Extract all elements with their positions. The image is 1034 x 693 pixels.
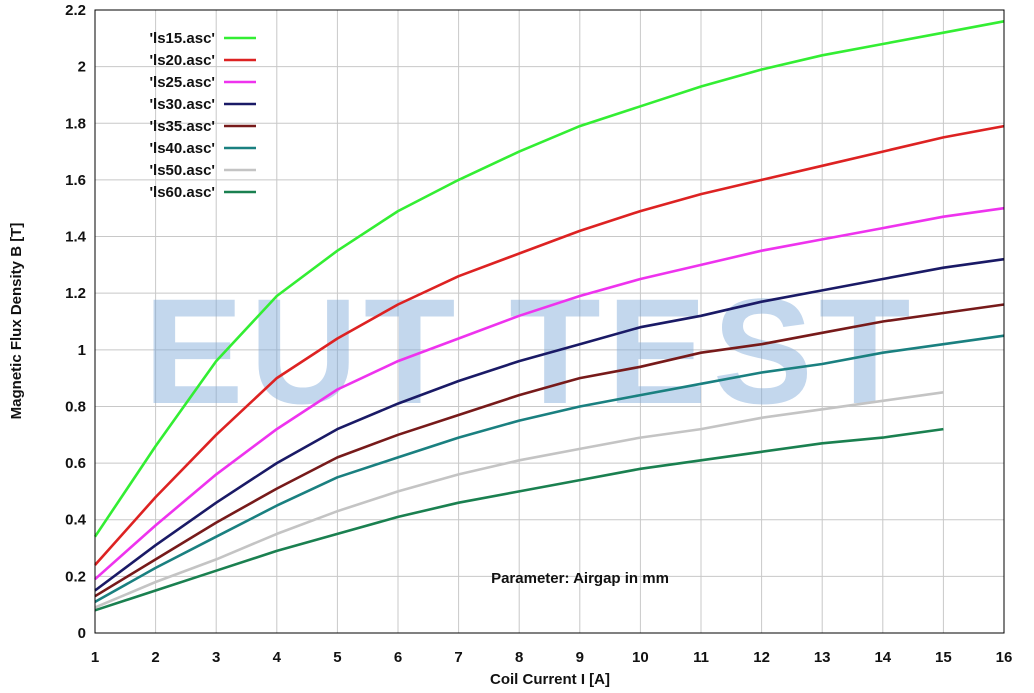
legend-label: 'ls25.asc' <box>149 74 215 91</box>
series-line-3 <box>94 257 1005 592</box>
x-tick-label: 12 <box>753 649 770 666</box>
legend: 'ls15.asc' 'ls20.asc' 'ls25.asc' 'ls30.asc'… <box>149 30 256 201</box>
series-line-4 <box>94 303 1005 598</box>
y-axis-title: Magnetic Flux Density B [T] <box>8 223 25 420</box>
y-tick-label: 0.6 <box>65 455 86 472</box>
x-tick-label: 13 <box>814 649 831 666</box>
y-tick-label: 0.2 <box>65 568 86 585</box>
y-tick-label: 0 <box>78 625 86 642</box>
x-tick-label: 3 <box>212 649 220 666</box>
legend-label: 'ls15.asc' <box>149 30 215 47</box>
parameter-annotation: Parameter: Airgap in mm <box>491 570 669 587</box>
legend-label: 'ls60.asc' <box>149 184 215 201</box>
series-layer <box>93 20 1005 612</box>
watermark-text: EUT TEST <box>143 267 916 435</box>
x-tick-label: 9 <box>576 649 584 666</box>
x-tick-label: 15 <box>935 649 952 666</box>
x-tick-label: 2 <box>151 649 159 666</box>
y-tick-label: 2.2 <box>65 2 86 19</box>
x-tick-label: 7 <box>454 649 462 666</box>
y-tick-label: 1.2 <box>65 285 86 302</box>
y-tick-label: 1.6 <box>65 172 86 189</box>
x-tick-label: 8 <box>515 649 523 666</box>
y-tick-labels: 0 0.2 0.4 0.6 0.8 1 1.2 1.4 1.6 1.8 2 2.2 <box>65 2 87 642</box>
x-tick-label: 1 <box>91 649 99 666</box>
series-line-6 <box>94 391 944 609</box>
x-tick-label: 5 <box>333 649 341 666</box>
x-tick-labels: 1 2 3 4 5 6 7 8 9 10 11 12 13 14 15 16 <box>91 649 1013 666</box>
series-line-5 <box>94 334 1005 604</box>
legend-label: 'ls30.asc' <box>149 96 215 113</box>
legend-label: 'ls50.asc' <box>149 162 215 179</box>
y-tick-label: 1 <box>78 342 86 359</box>
x-tick-label: 14 <box>874 649 891 666</box>
x-tick-label: 6 <box>394 649 402 666</box>
legend-label: 'ls35.asc' <box>149 118 215 135</box>
series-line-7 <box>94 427 944 612</box>
y-tick-label: 0.8 <box>65 398 86 415</box>
series-line-0 <box>93 20 1005 538</box>
y-tick-label: 2 <box>78 59 86 76</box>
x-tick-label: 16 <box>996 649 1013 666</box>
x-tick-label: 4 <box>273 649 282 666</box>
x-tick-label: 10 <box>632 649 649 666</box>
x-axis-title: Coil Current I [A] <box>490 671 610 688</box>
legend-label: 'ls20.asc' <box>149 52 215 69</box>
series-line-1 <box>94 124 1005 566</box>
watermark-layer: EUT TEST <box>143 267 916 435</box>
y-tick-label: 0.4 <box>65 512 87 529</box>
legend-label: 'ls40.asc' <box>149 140 215 157</box>
series-line-2 <box>94 206 1005 581</box>
x-tick-label: 11 <box>693 649 709 666</box>
y-tick-label: 1.8 <box>65 115 86 132</box>
y-tick-label: 1.4 <box>65 229 87 246</box>
plot-frame <box>94 9 1005 634</box>
